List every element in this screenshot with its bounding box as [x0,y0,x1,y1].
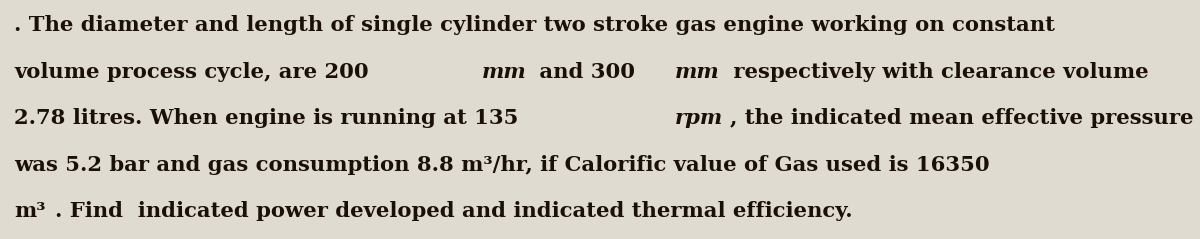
Text: respectively with clearance volume: respectively with clearance volume [726,62,1148,82]
Text: mm: mm [481,62,527,82]
Text: volume process cycle, are 200: volume process cycle, are 200 [14,62,377,82]
Text: , the indicated mean effective pressure: , the indicated mean effective pressure [730,108,1193,128]
Text: 2.78 litres. When engine is running at 135: 2.78 litres. When engine is running at 1… [14,108,526,128]
Text: mm: mm [674,62,720,82]
Text: m³: m³ [14,201,46,222]
Text: and 300: and 300 [533,62,643,82]
Text: . The diameter and length of single cylinder two stroke gas engine working on co: . The diameter and length of single cyli… [14,15,1055,35]
Text: . Find  indicated power developed and indicated thermal efficiency.: . Find indicated power developed and ind… [55,201,853,222]
Text: rpm: rpm [674,108,722,128]
Text: was 5.2 bar and gas consumption 8.8 m³/hr, if Calorific value of Gas used is 163: was 5.2 bar and gas consumption 8.8 m³/h… [14,155,997,175]
